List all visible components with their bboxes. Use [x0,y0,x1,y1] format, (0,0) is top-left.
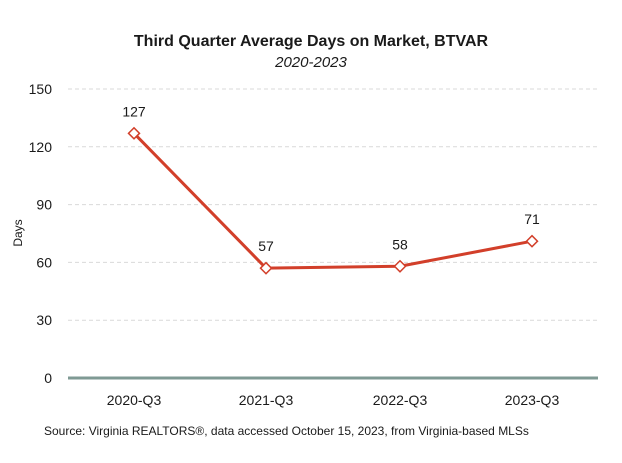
y-tick-label: 60 [36,254,52,270]
x-tick-label: 2023-Q3 [505,392,560,408]
series-line-group [132,132,533,270]
data-labels: 127 57 58 71 [122,103,540,254]
y-tick-label: 0 [44,370,52,386]
y-tick-label: 30 [36,312,52,328]
chart-title: Third Quarter Average Days on Market, BT… [133,33,489,50]
y-tick-label: 150 [29,81,53,97]
chart-subtitle: 2020-2023 [275,54,347,71]
series-line [132,132,533,270]
data-label: 127 [122,103,146,119]
data-point [259,261,273,275]
x-tick-labels: 2020-Q3 2021-Q3 2022-Q3 2023-Q3 [107,392,560,408]
gridlines [68,88,598,321]
data-point [127,126,141,140]
data-point [525,234,539,248]
x-tick-label: 2021-Q3 [239,392,294,408]
y-tick-labels: 0 30 60 90 120 150 [29,81,53,386]
y-axis-label: Days [11,219,25,246]
y-tick-label: 120 [29,139,53,155]
data-point [393,259,407,273]
x-tick-label: 2020-Q3 [107,392,162,408]
data-label: 57 [258,238,274,254]
x-tick-label: 2022-Q3 [373,392,428,408]
data-label: 58 [392,236,408,252]
y-tick-label: 90 [36,197,52,213]
data-label: 71 [524,211,540,227]
source-note: Source: Virginia REALTORS®, data accesse… [44,424,529,438]
data-points [127,126,539,275]
